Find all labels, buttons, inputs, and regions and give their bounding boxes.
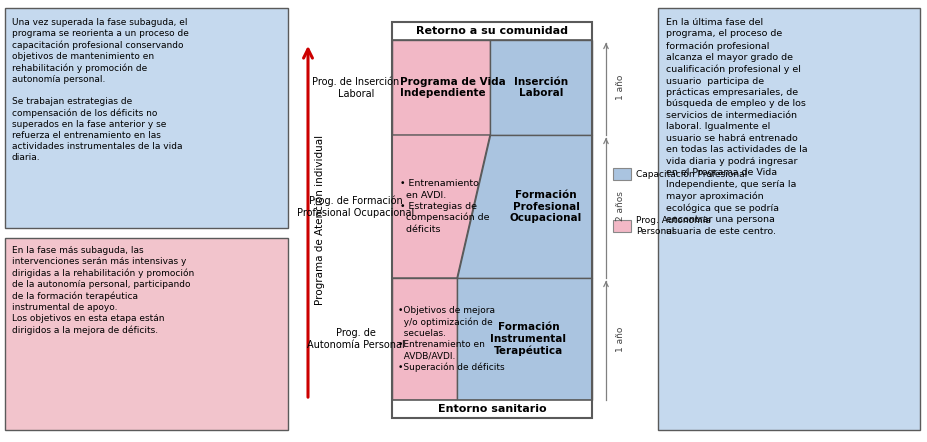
Polygon shape xyxy=(456,135,591,278)
Text: • Entrenamiento
  en AVDI.
• Estrategias de
  compensación de
  déficits: • Entrenamiento en AVDI. • Estrategias d… xyxy=(400,179,489,233)
Text: Entorno sanitario: Entorno sanitario xyxy=(438,404,546,414)
FancyBboxPatch shape xyxy=(613,220,630,232)
Text: Prog. Autonomía
Personal: Prog. Autonomía Personal xyxy=(635,216,710,236)
Polygon shape xyxy=(391,278,456,400)
FancyBboxPatch shape xyxy=(5,8,287,228)
FancyBboxPatch shape xyxy=(5,238,287,430)
Text: Formación
Instrumental
Terapéutica: Formación Instrumental Terapéutica xyxy=(490,322,565,356)
Text: Capacitación Profesional: Capacitación Profesional xyxy=(635,169,746,179)
Polygon shape xyxy=(456,278,591,400)
Text: Prog. de Formación
Profesional Ocupacional: Prog. de Formación Profesional Ocupacion… xyxy=(297,195,414,217)
FancyBboxPatch shape xyxy=(613,168,630,180)
FancyBboxPatch shape xyxy=(657,8,919,430)
Text: 1 año: 1 año xyxy=(616,75,624,100)
FancyBboxPatch shape xyxy=(391,22,591,40)
Polygon shape xyxy=(391,40,489,135)
Text: Prog. de
Autonomía Personal: Prog. de Autonomía Personal xyxy=(307,328,404,350)
Polygon shape xyxy=(489,40,591,135)
Text: •Objetivos de mejora
  y/o optimización de
  secuelas.
•Entrenamiento en
  AVDB/: •Objetivos de mejora y/o optimización de… xyxy=(398,306,504,372)
Text: Formación
Profesional
Ocupacional: Formación Profesional Ocupacional xyxy=(509,190,581,223)
Text: Programa de Vida
Independiente: Programa de Vida Independiente xyxy=(400,77,505,98)
Text: Inserción
Laboral: Inserción Laboral xyxy=(514,77,567,98)
Text: Una vez superada la fase subaguda, el
programa se reorienta a un proceso de
capa: Una vez superada la fase subaguda, el pr… xyxy=(12,18,189,162)
Text: Programa de Atención individual: Programa de Atención individual xyxy=(314,135,324,305)
Text: 2 años: 2 años xyxy=(616,191,624,221)
Polygon shape xyxy=(391,135,489,278)
Text: Retorno a su comunidad: Retorno a su comunidad xyxy=(415,26,567,36)
Text: En la última fase del
programa, el proceso de
formación profesional
alcanza el m: En la última fase del programa, el proce… xyxy=(666,18,806,236)
FancyBboxPatch shape xyxy=(391,400,591,418)
Text: Prog. de Inserción
Laboral: Prog. de Inserción Laboral xyxy=(312,76,400,99)
Text: 1 año: 1 año xyxy=(616,326,624,352)
Text: En la fase más subaguda, las
intervenciones serán más intensivas y
dirigidas a l: En la fase más subaguda, las intervencio… xyxy=(12,246,194,335)
